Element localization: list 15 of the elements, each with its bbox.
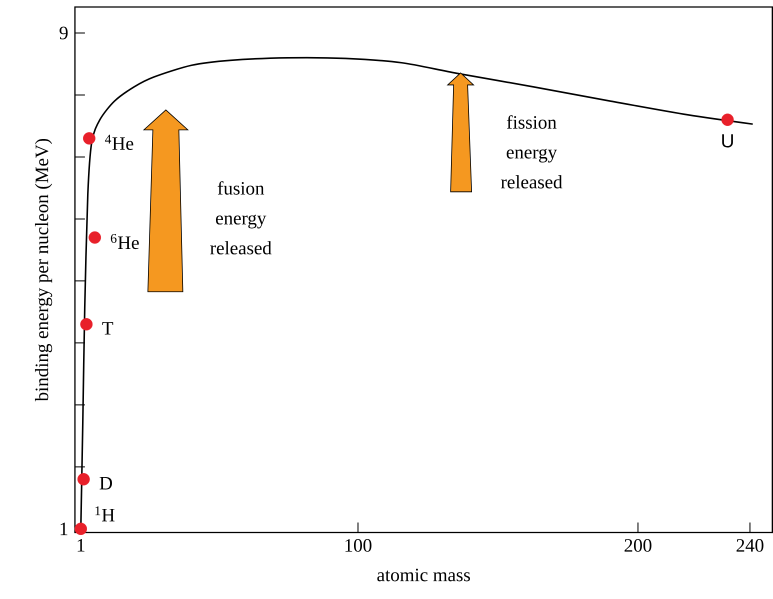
annotation: $^{1}$H	[95, 506, 115, 522]
x-tick-label: 1	[78, 538, 84, 552]
x-tick-label: 240	[736, 538, 764, 552]
annotation: D	[100, 476, 112, 490]
annotation: fusion energy released	[210, 180, 272, 254]
y-axis-title: binding energy per nucleon (MeV)	[34, 138, 52, 402]
annotation: U	[722, 134, 733, 148]
x-axis-title: atomic mass	[377, 568, 470, 582]
x-tick-label: 200	[624, 538, 652, 552]
annotation: fission energy released	[500, 115, 562, 188]
annotation: $^{6}$He	[110, 234, 139, 249]
y-tick-label: 9	[60, 26, 68, 40]
x-tick-label: 100	[345, 538, 372, 552]
annotation: T	[102, 322, 114, 334]
annotation: $^{4}$He	[104, 134, 134, 150]
